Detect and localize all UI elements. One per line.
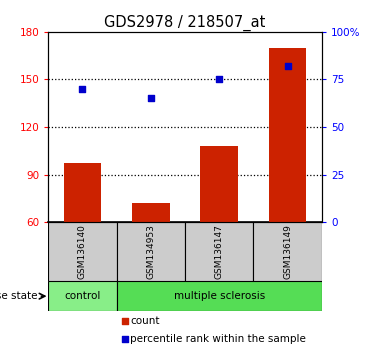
Point <box>285 63 291 69</box>
Text: count: count <box>130 316 160 326</box>
Bar <box>48 222 117 281</box>
Point <box>122 318 128 324</box>
Point <box>216 76 222 82</box>
Bar <box>64 164 101 222</box>
Bar <box>132 203 169 222</box>
Text: GSM136149: GSM136149 <box>283 224 292 279</box>
Point <box>148 96 154 101</box>
Text: GSM134953: GSM134953 <box>146 224 155 279</box>
Title: GDS2978 / 218507_at: GDS2978 / 218507_at <box>104 14 266 30</box>
Bar <box>48 281 117 311</box>
Bar <box>269 48 306 222</box>
Point <box>79 86 85 92</box>
Point <box>122 336 128 342</box>
Text: GSM136147: GSM136147 <box>215 224 224 279</box>
Bar <box>201 146 238 222</box>
Text: percentile rank within the sample: percentile rank within the sample <box>130 334 306 344</box>
Bar <box>253 222 322 281</box>
Text: control: control <box>64 291 101 301</box>
Bar <box>185 222 253 281</box>
Text: disease state: disease state <box>0 291 37 301</box>
Bar <box>117 222 185 281</box>
Text: GSM136140: GSM136140 <box>78 224 87 279</box>
Bar <box>117 281 322 311</box>
Text: multiple sclerosis: multiple sclerosis <box>174 291 265 301</box>
